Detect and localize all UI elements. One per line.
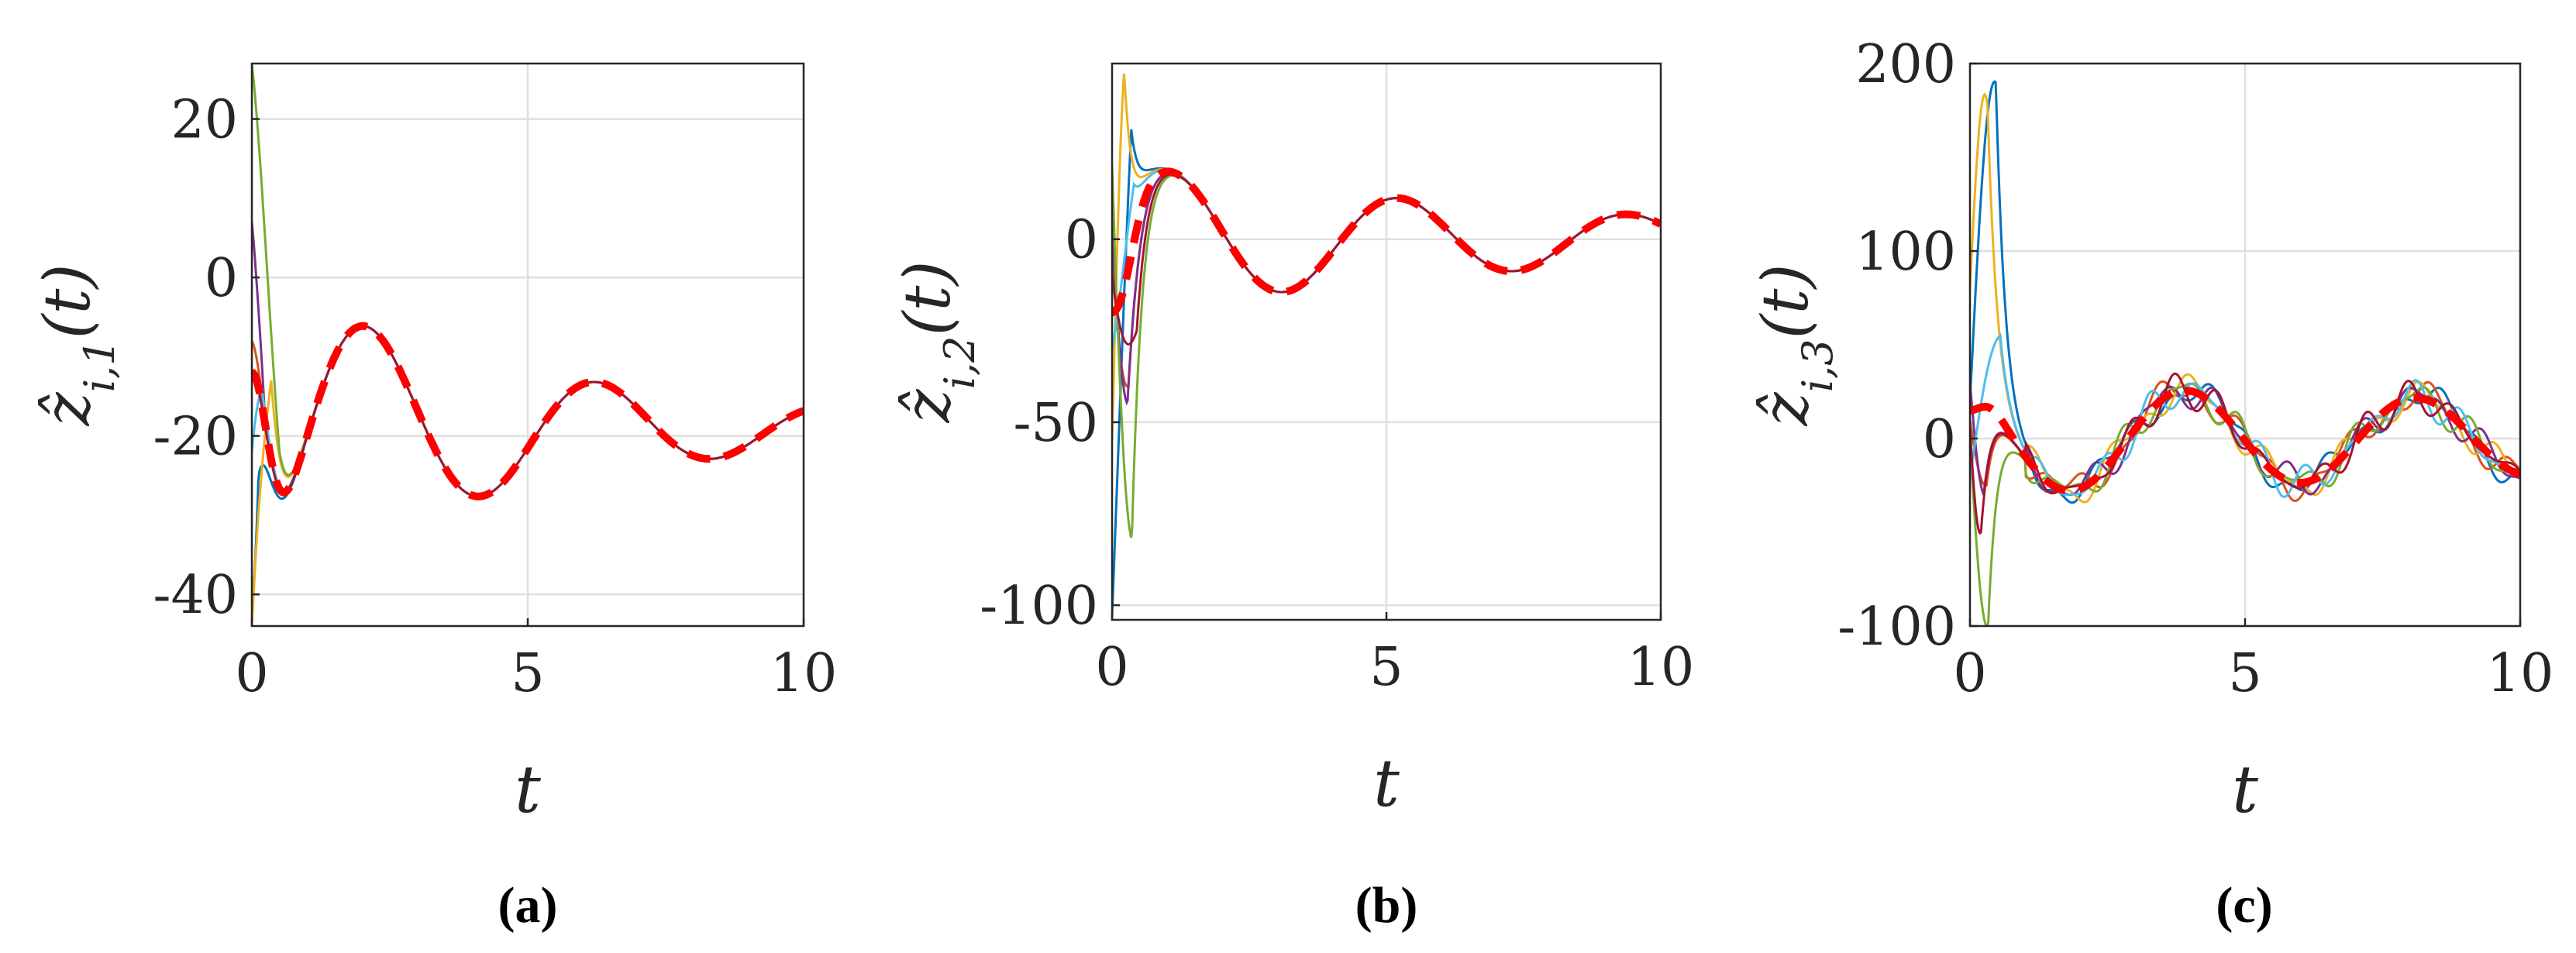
x-tick-label: 10 — [2487, 643, 2554, 704]
x-tick-label: 5 — [511, 643, 544, 704]
y-axis-label-tail: (t) — [1749, 264, 1823, 339]
y-tick-label: 0 — [1923, 409, 1956, 470]
x-tick-label: 10 — [1627, 637, 1695, 698]
y-tick-label: -100 — [980, 576, 1098, 637]
reference-line — [1970, 386, 2520, 495]
y-tick-label: -50 — [1013, 393, 1098, 454]
y-tick-label: 0 — [205, 248, 238, 309]
series-group — [252, 64, 804, 626]
y-tick-label: 200 — [1855, 34, 1956, 95]
y-axis-label-tail: (t) — [31, 264, 105, 339]
y-axis-label: ẑi,2(t) — [891, 261, 984, 424]
y-axis-label-main: ẑ — [31, 391, 105, 426]
y-tick-label: -100 — [1837, 597, 1956, 658]
x-tick-label: 5 — [1369, 637, 1403, 698]
panel-b: 0 5 10 -100 -50 0 t ẑi,2(t) (b) — [891, 62, 1695, 934]
y-axis-label-subscript: i,3 — [1793, 339, 1842, 392]
x-tick-label: 0 — [1095, 637, 1128, 698]
x-tick-label: 10 — [770, 643, 838, 704]
x-tick-label: 0 — [1953, 643, 1986, 704]
series-group — [1970, 80, 2520, 626]
y-axis-label-subscript: i,1 — [75, 339, 124, 392]
y-axis-label-main: ẑ — [1749, 391, 1823, 426]
x-tick-label: 5 — [2228, 643, 2261, 704]
y-tick-label: -20 — [153, 407, 238, 468]
y-axis-label: ẑi,1(t) — [31, 264, 124, 427]
reference-line — [252, 322, 804, 501]
x-axis-label: t — [1373, 745, 1400, 821]
y-axis-label-tail: (t) — [891, 261, 965, 336]
y-axis-label: ẑi,3(t) — [1749, 264, 1842, 427]
reference-line — [1112, 167, 1661, 317]
y-axis-label-main: ẑ — [891, 388, 965, 423]
panel-caption: (a) — [498, 877, 558, 934]
y-tick-label: 20 — [170, 90, 238, 151]
y-tick-label: 0 — [1065, 210, 1098, 271]
y-tick-label: 100 — [1855, 222, 1956, 283]
x-axis-label: t — [2232, 752, 2258, 827]
panel-a: 0 5 10 -40 -20 0 20 t ẑi,1(t) (a) — [31, 62, 838, 934]
series-group — [1112, 73, 1661, 617]
x-axis-label: t — [515, 752, 541, 827]
y-axis-label-subscript: i,2 — [935, 335, 984, 389]
panel-caption: (c) — [2216, 877, 2272, 934]
series-line-agent-5 — [1970, 382, 2520, 626]
x-tick-label: 0 — [235, 643, 268, 704]
y-tick-label: -40 — [153, 565, 238, 626]
panel-caption: (b) — [1355, 877, 1418, 934]
